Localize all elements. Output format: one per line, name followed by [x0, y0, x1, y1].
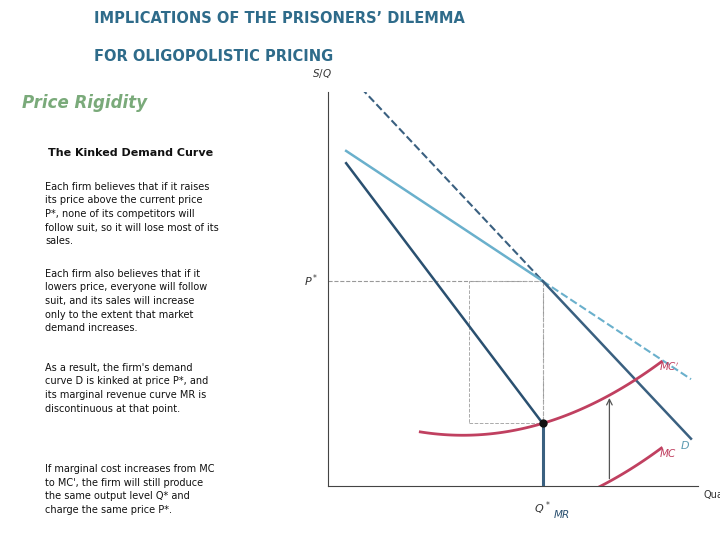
Bar — [469, 281, 543, 423]
Text: IMPLICATIONS OF THE PRISONERS’ DILEMMA: IMPLICATIONS OF THE PRISONERS’ DILEMMA — [94, 11, 464, 26]
Text: $D$: $D$ — [680, 438, 690, 451]
Text: FOR OLIGOPOLISTIC PRICING: FOR OLIGOPOLISTIC PRICING — [94, 49, 333, 64]
Text: $S/Q$: $S/Q$ — [312, 67, 332, 80]
Text: Each firm believes that if it raises
its price above the current price
P*, none : Each firm believes that if it raises its… — [45, 182, 219, 246]
Text: As a result, the firm's demand
curve D is kinked at price P*, and
its marginal r: As a result, the firm's demand curve D i… — [45, 363, 208, 414]
Text: If marginal cost increases from MC
to MC', the firm will still produce
the same : If marginal cost increases from MC to MC… — [45, 464, 215, 515]
Text: Each firm also believes that if it
lowers price, everyone will follow
suit, and : Each firm also believes that if it lower… — [45, 269, 207, 333]
Text: $P^*$: $P^*$ — [304, 273, 318, 289]
Text: The Kinked Demand Curve: The Kinked Demand Curve — [48, 147, 213, 158]
Text: Price Rigidity: Price Rigidity — [22, 93, 147, 112]
Text: $MR$: $MR$ — [553, 508, 570, 519]
Text: $MC'$: $MC'$ — [660, 361, 680, 373]
Text: $Q^*$: $Q^*$ — [534, 500, 551, 517]
Text: $MC$: $MC$ — [660, 448, 678, 460]
Text: Quantity: Quantity — [704, 490, 720, 500]
